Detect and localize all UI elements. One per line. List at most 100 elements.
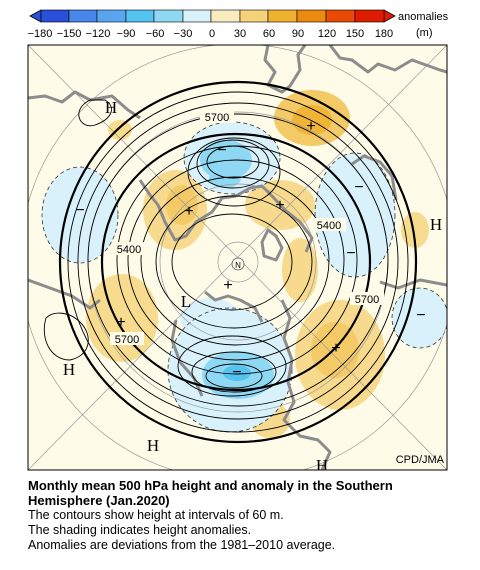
high-pressure-label: H	[105, 98, 117, 117]
anomaly-patch	[401, 212, 429, 248]
colorbar-seg-2	[96, 9, 127, 23]
coastline-path	[204, 290, 264, 323]
height-contour	[187, 137, 281, 207]
high-pressure-label: H	[147, 436, 159, 455]
map-frame	[27, 44, 448, 471]
colorbar-right-arrow	[383, 9, 396, 23]
coastline-path	[263, 45, 307, 94]
colorbar-seg-3	[125, 9, 155, 23]
colorbar-tick-label: −150	[57, 28, 82, 40]
height-contour	[205, 363, 263, 389]
colorbar-tick-label: 30	[234, 28, 246, 40]
contour-label: 5700	[205, 112, 229, 124]
pole-marker	[231, 257, 245, 271]
contour-label-bg	[200, 110, 234, 123]
colorbar-tick-label: 0	[209, 28, 215, 40]
zero-contour	[391, 287, 447, 349]
height-contour	[140, 176, 330, 346]
negative-anomaly-marker: −	[416, 307, 425, 324]
colorbar-tick-label: 90	[292, 28, 304, 40]
colorbar-seg-7	[239, 9, 269, 23]
meridian-line	[28, 45, 447, 470]
positive-anomaly-marker: +	[331, 340, 340, 357]
positive-anomaly-marker: +	[116, 314, 125, 331]
negative-anomaly-marker: −	[232, 364, 241, 381]
height-contour	[77, 102, 399, 420]
contour-label-bg	[350, 292, 384, 305]
contour-label-bg	[312, 218, 346, 231]
anomaly-patch	[223, 365, 251, 381]
colorbar-tick-label: −120	[86, 28, 111, 40]
colorbar-tick-label: 180	[375, 28, 393, 40]
zero-contour	[167, 307, 293, 433]
coastline-path	[28, 278, 101, 310]
colorbar-seg-4	[153, 9, 184, 23]
pole-label: N	[235, 261, 241, 270]
high-pressure-label: H	[63, 360, 75, 379]
anomaly-patch	[108, 120, 132, 140]
height-contour-5700	[58, 80, 418, 444]
contour-label: 5700	[355, 294, 379, 306]
colorbar-seg-9	[296, 9, 327, 23]
negative-anomaly-marker: −	[217, 142, 226, 159]
height-contour	[171, 213, 293, 311]
colorbar-tick-label: −180	[28, 28, 53, 40]
contour-label: 5400	[317, 220, 341, 232]
height-contour	[191, 351, 277, 393]
height-contour-5400	[100, 132, 372, 392]
contour-label: 5400	[117, 244, 141, 256]
contour-label-bg	[110, 332, 144, 345]
colorbar-seg-8	[267, 9, 298, 23]
colorbar-tick-label: −60	[146, 28, 165, 40]
figure-caption: Monthly mean 500 hPa height and anomaly …	[28, 478, 468, 553]
colorbar-seg-10	[325, 9, 356, 23]
map-credit: CPD/JMA	[396, 454, 445, 466]
height-contour	[177, 335, 287, 397]
colorbar: −180 −150 −120 −90 −60 −30 0 30 60 90 12…	[28, 9, 449, 40]
colorbar-seg-0	[40, 9, 70, 23]
colorbar-tick-label: 60	[263, 28, 275, 40]
anomaly-patch	[311, 322, 359, 378]
coastline-path	[328, 45, 447, 74]
positive-anomaly-marker: +	[223, 277, 232, 294]
colorbar-tick-label: −90	[117, 28, 136, 40]
height-contour	[43, 312, 89, 361]
height-contour	[127, 159, 345, 361]
anomaly-patch	[166, 185, 198, 225]
contour-label-bg	[112, 242, 146, 255]
height-contour	[87, 113, 389, 407]
zero-contour	[41, 166, 119, 264]
colorbar-unit: (m)	[416, 27, 433, 39]
caption-line: The contours show height at intervals of…	[28, 508, 284, 522]
colorbar-unit-label: anomalies	[398, 11, 449, 23]
anomaly-patch	[315, 153, 395, 277]
colorbar-seg-5	[182, 9, 212, 23]
low-pressure-label: L	[181, 292, 191, 311]
coastline-path	[138, 179, 237, 242]
thick-height-contours	[58, 80, 418, 444]
high-pressure-label: H	[316, 456, 328, 475]
anomaly-patch	[209, 168, 241, 188]
colorbar-left-arrow	[29, 9, 42, 23]
height-contour	[78, 99, 112, 127]
coastline-path	[28, 90, 141, 120]
negative-anomaly-marker: −	[346, 245, 355, 262]
negative-anomaly-marker: −	[75, 202, 84, 219]
colorbar-seg-11	[354, 9, 385, 23]
high-pressure-label: H	[430, 215, 442, 234]
coastline-path	[379, 278, 447, 290]
height-contour	[196, 139, 270, 189]
positive-anomaly-marker: +	[275, 197, 284, 214]
negative-anomaly-marker: −	[354, 179, 363, 196]
height-contour	[116, 145, 358, 375]
contour-label: 5700	[115, 334, 139, 346]
caption-title: Monthly mean 500 hPa height and anomaly …	[28, 478, 393, 508]
colorbar-seg-6	[210, 9, 241, 23]
positive-anomaly-marker: +	[306, 118, 315, 135]
coastlines	[28, 45, 447, 470]
anomaly-patch	[282, 238, 318, 302]
colorbar-tick-label: 150	[346, 28, 364, 40]
zero-anomaly-contours	[41, 121, 447, 433]
colorbar-tick-label: −30	[174, 28, 193, 40]
positive-anomaly-marker: +	[184, 203, 193, 220]
